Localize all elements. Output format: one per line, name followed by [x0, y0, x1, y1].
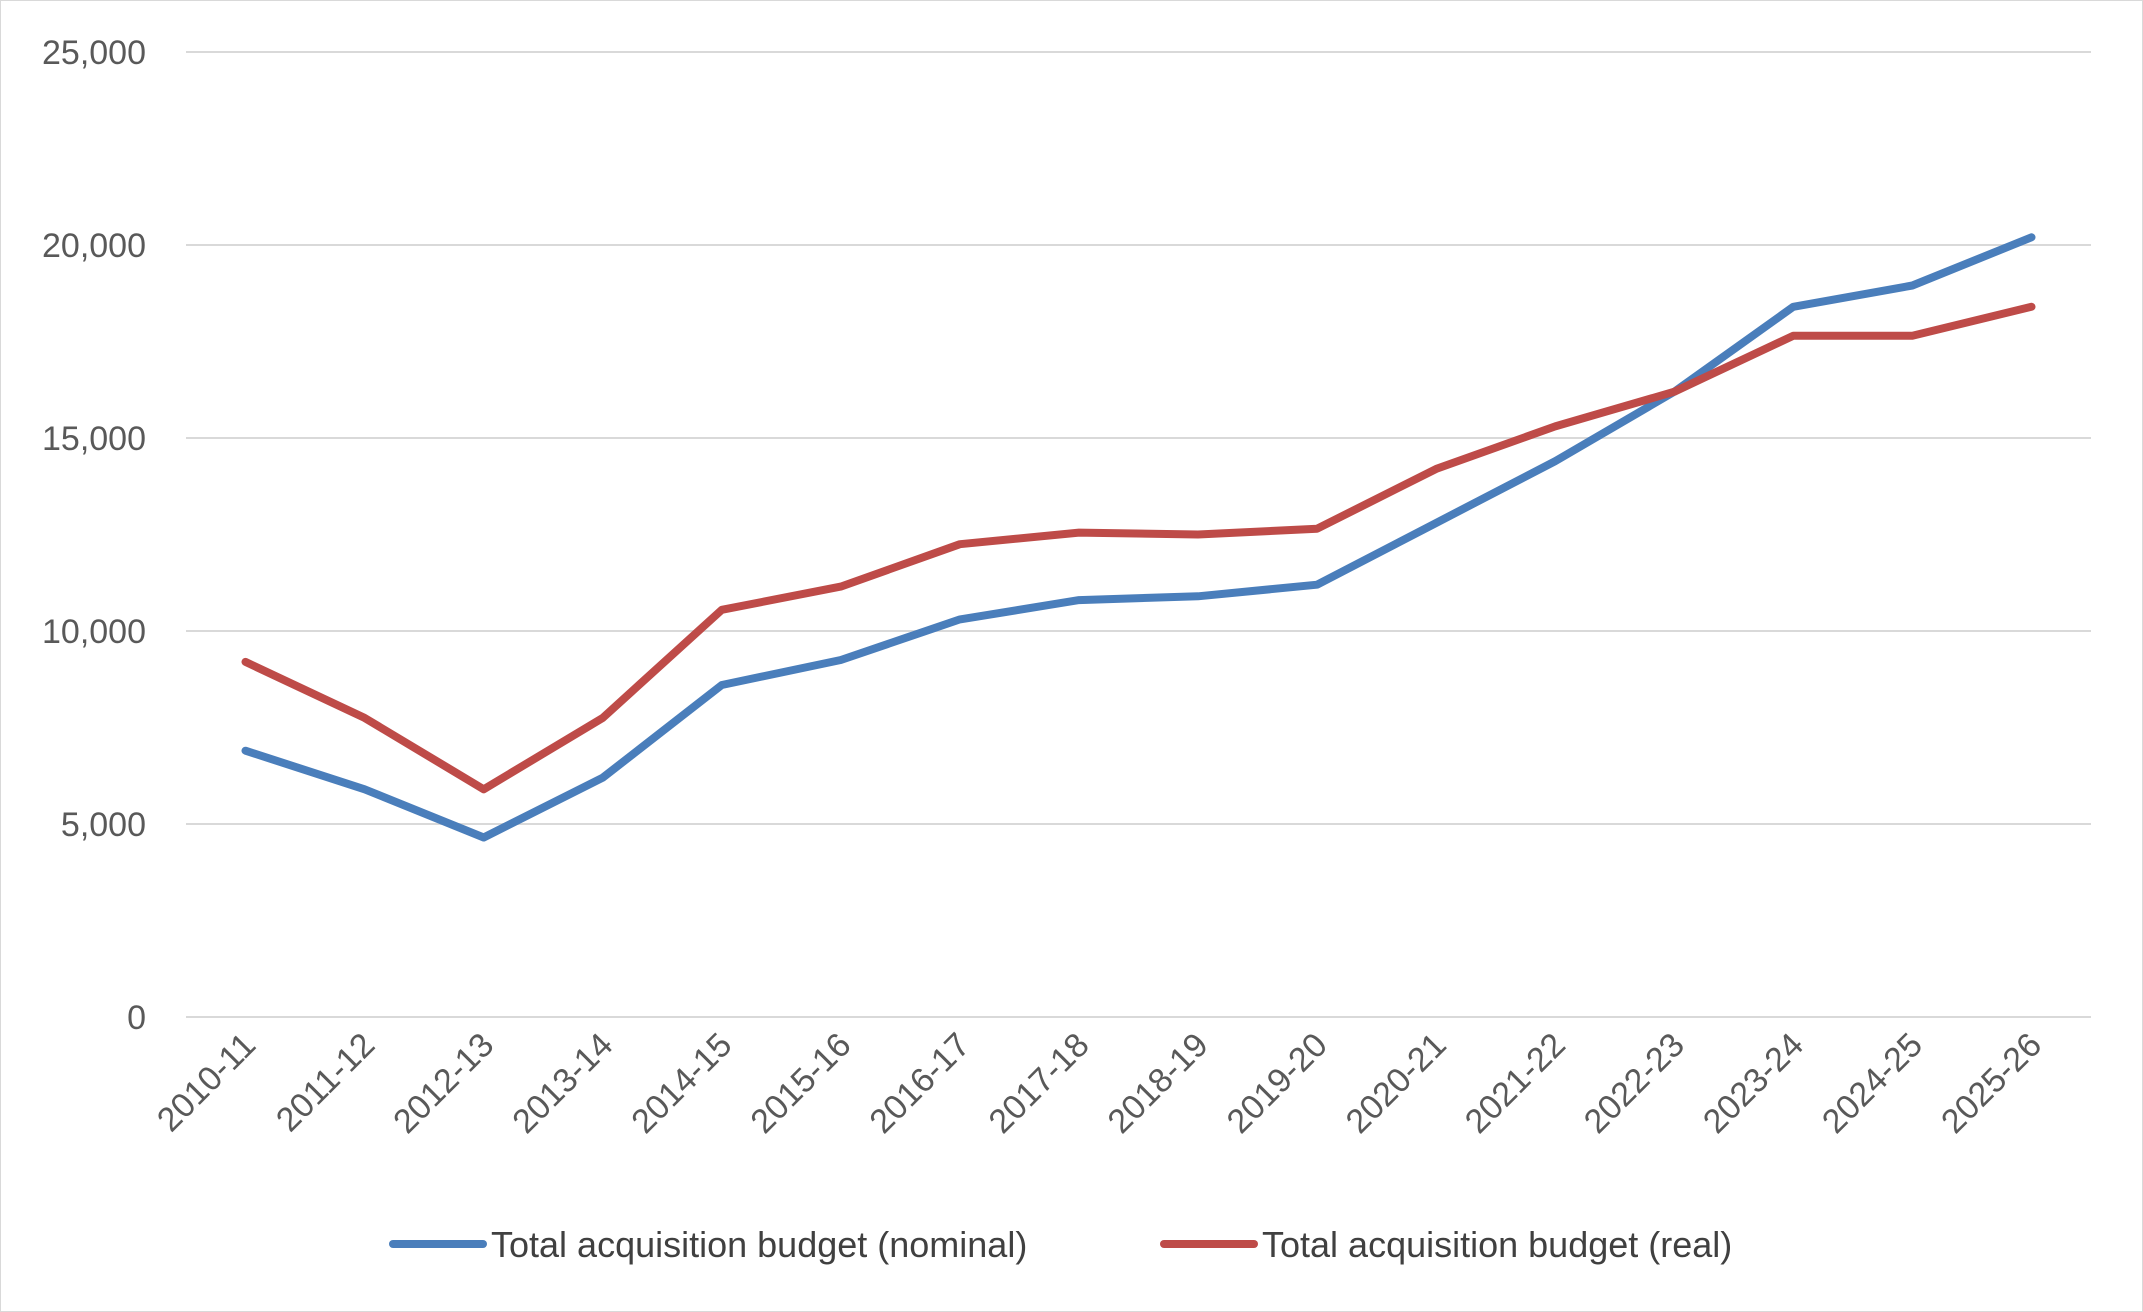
x-tick-label: 2012-13	[386, 1026, 501, 1141]
x-tick-label: 2021-22	[1458, 1026, 1573, 1141]
x-tick-label: 2017-18	[982, 1026, 1097, 1141]
x-tick-label: 2014-15	[624, 1026, 739, 1141]
legend-label-real: Total acquisition budget (real)	[1262, 1224, 1732, 1265]
series-line-real	[241, 302, 2036, 794]
y-tick-label: 20,000	[42, 227, 146, 265]
x-tick-label: 2016-17	[862, 1026, 977, 1141]
x-tick-label: 2019-20	[1220, 1026, 1335, 1141]
series-points-nominal	[245, 237, 2032, 838]
y-tick-label: 5,000	[61, 806, 146, 844]
legend-label-nominal: Total acquisition budget (nominal)	[491, 1224, 1027, 1265]
y-tick-label: 0	[127, 999, 146, 1037]
series-line-nominal	[241, 233, 2036, 842]
x-tick-label: 2018-19	[1101, 1026, 1216, 1141]
y-axis-ticks: 0 5,000 10,000 15,000 20,000 25,000	[42, 34, 146, 1037]
x-tick-label: 2025-26	[1934, 1026, 2049, 1141]
x-tick-label: 2022-23	[1577, 1026, 1692, 1141]
y-tick-label: 25,000	[42, 34, 146, 72]
series-lines	[241, 233, 2036, 842]
legend: Total acquisition budget (nominal) Total…	[389, 1224, 1732, 1265]
x-tick-label: 2020-21	[1339, 1026, 1454, 1141]
x-tick-label: 2015-16	[743, 1026, 858, 1141]
legend-item-nominal: Total acquisition budget (nominal)	[389, 1224, 1027, 1265]
x-tick-label: 2010-11	[150, 1026, 263, 1139]
x-tick-label: 2024-25	[1815, 1026, 1930, 1141]
legend-item-real: Total acquisition budget (real)	[1160, 1224, 1732, 1265]
x-tick-label: 2013-14	[505, 1026, 620, 1141]
x-tick-label: 2023-24	[1696, 1026, 1811, 1141]
y-tick-label: 10,000	[42, 613, 146, 651]
x-axis-ticks: 2010-11 2011-12 2012-13 2013-14 2014-15 2015-…	[150, 1026, 2049, 1141]
series-points-real	[245, 306, 2032, 790]
y-tick-label: 15,000	[42, 420, 146, 458]
x-tick-label: 2011-12	[269, 1026, 382, 1139]
